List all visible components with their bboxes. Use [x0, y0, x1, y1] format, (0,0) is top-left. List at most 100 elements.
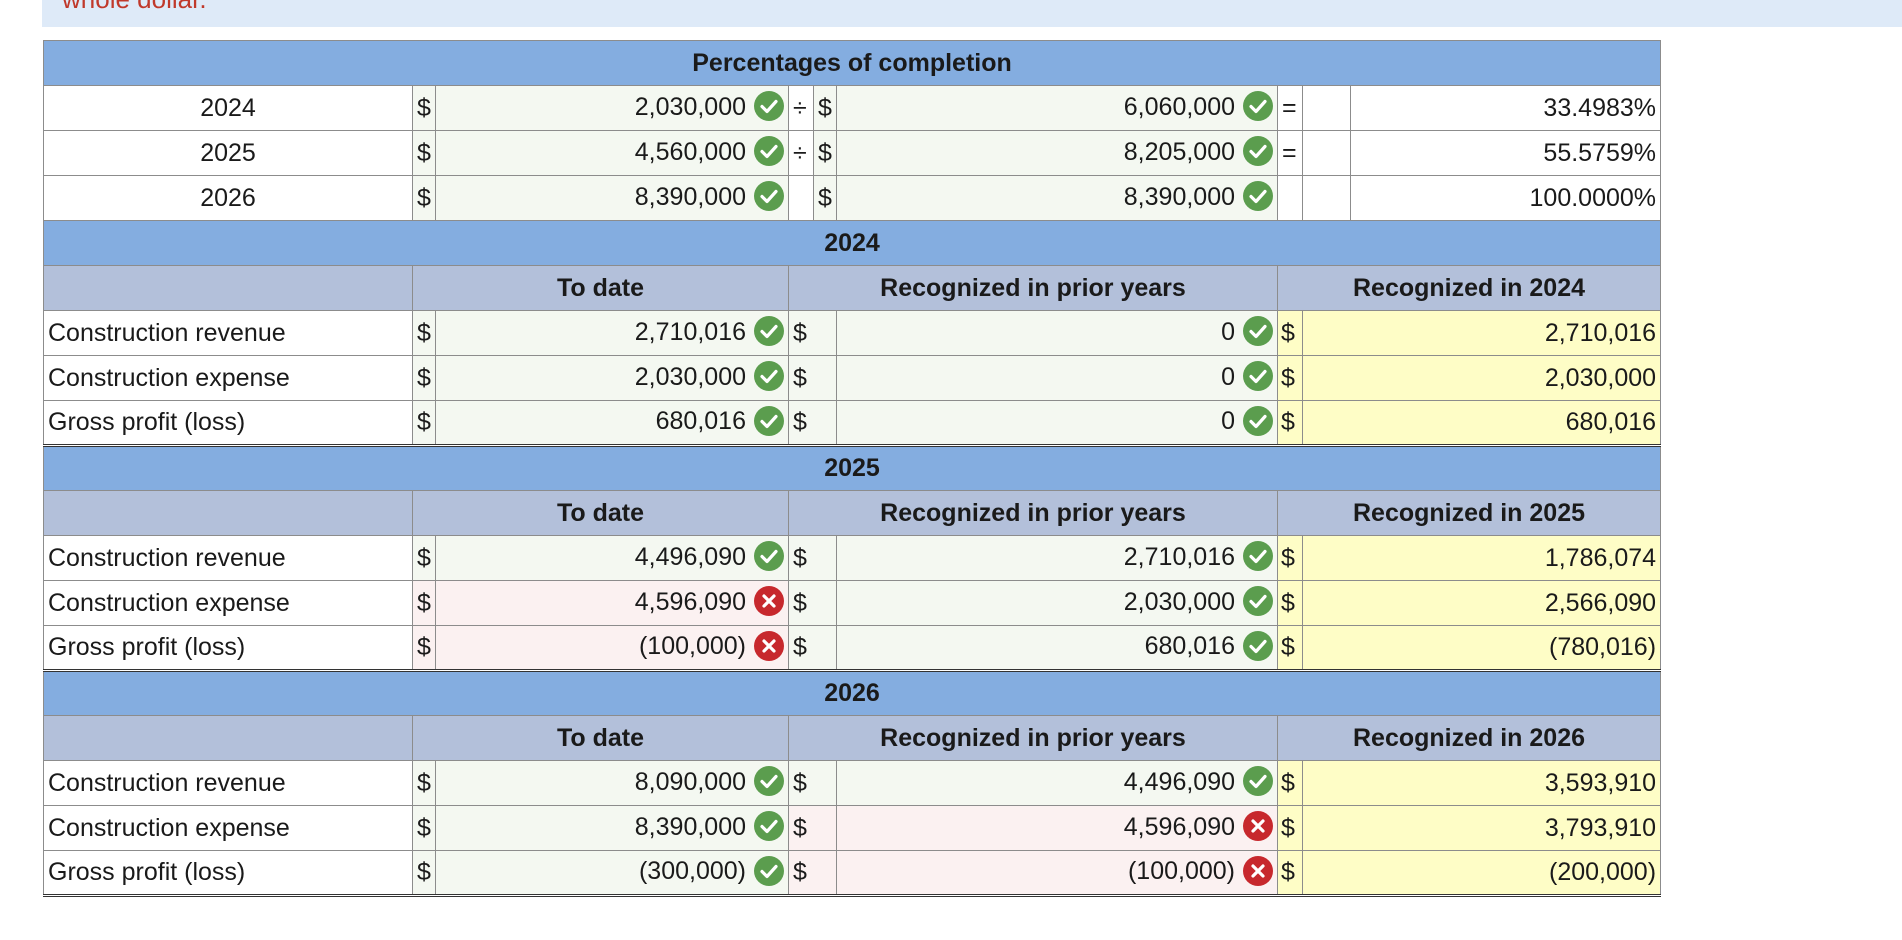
prior-years-input[interactable]: 0 — [836, 400, 1278, 447]
prior-years-input[interactable]: 4,496,090 — [836, 760, 1278, 806]
currency-symbol: $ — [1277, 310, 1303, 356]
currency-symbol: $ — [813, 175, 837, 221]
prior-years-value: 680,016 — [1144, 632, 1235, 661]
prior-years-value: 2,710,016 — [1123, 542, 1235, 571]
to-date-input[interactable]: 680,016 — [435, 400, 789, 447]
year-label: 2024 — [43, 85, 413, 131]
prior-years-header: Recognized in prior years — [788, 265, 1278, 311]
to-date-input[interactable]: 8,090,000 — [435, 760, 789, 806]
check-icon — [754, 541, 784, 572]
to-date-input[interactable]: 4,496,090 — [435, 535, 789, 581]
check-icon — [1243, 586, 1273, 617]
line-item-label: Gross profit (loss) — [43, 850, 413, 897]
prior-years-input[interactable]: 680,016 — [836, 625, 1278, 672]
to-date-input[interactable]: 2,710,016 — [435, 310, 789, 356]
check-icon — [1243, 405, 1273, 436]
percentage-row: 2024 $2,030,000 ÷ $6,060,000 = 33.4983% — [43, 85, 1662, 131]
currency-symbol: $ — [412, 580, 436, 626]
prior-years-input[interactable]: 4,596,090 — [836, 805, 1278, 851]
check-icon — [1243, 316, 1273, 347]
currency-symbol: $ — [412, 805, 436, 851]
to-date-value: (300,000) — [638, 857, 746, 886]
to-date-value: (100,000) — [638, 632, 746, 661]
currency-symbol: $ — [1277, 580, 1303, 626]
to-date-input[interactable]: 8,390,000 — [435, 805, 789, 851]
check-icon — [754, 811, 784, 842]
currency-symbol: $ — [412, 850, 436, 897]
line-item-label: Construction revenue — [43, 535, 413, 581]
check-icon — [1243, 361, 1273, 392]
blank-header — [43, 265, 413, 311]
to-date-value: 8,090,000 — [634, 767, 746, 796]
currency-symbol: $ — [788, 355, 837, 401]
check-icon — [1243, 766, 1273, 797]
cross-icon — [754, 586, 784, 617]
total-cost-input[interactable]: 6,060,000 — [836, 85, 1278, 131]
divide-operator — [788, 175, 814, 221]
check-icon — [1243, 630, 1273, 661]
prior-years-header: Recognized in prior years — [788, 715, 1278, 761]
currency-symbol: $ — [412, 535, 436, 581]
cost-to-date-input[interactable]: 4,560,000 — [435, 130, 789, 176]
currency-symbol: $ — [788, 805, 837, 851]
current-year-value: (200,000) — [1301, 850, 1662, 897]
total-cost-input[interactable]: 8,390,000 — [836, 175, 1278, 221]
line-item-row: Gross profit (loss) $ (300,000) $ (100,000) $… — [43, 850, 1662, 897]
prior-years-value: 4,496,090 — [1123, 767, 1235, 796]
divide-operator: ÷ — [788, 130, 814, 176]
cross-icon — [1243, 811, 1273, 842]
currency-symbol: $ — [813, 85, 837, 131]
spacer-cell — [1302, 130, 1351, 176]
currency-symbol: $ — [788, 310, 837, 356]
cost-to-date-input[interactable]: 8,390,000 — [435, 175, 789, 221]
prior-years-input[interactable]: 0 — [836, 355, 1278, 401]
currency-symbol: $ — [1277, 355, 1303, 401]
currency-symbol: $ — [1277, 760, 1303, 806]
to-date-value: 4,496,090 — [634, 542, 746, 571]
equals-operator — [1277, 175, 1303, 221]
column-header-row: To date Recognized in prior years Recogniz… — [43, 265, 1662, 311]
prior-years-value: 0 — [1221, 317, 1235, 346]
to-date-input[interactable]: 2,030,000 — [435, 355, 789, 401]
check-icon — [1243, 541, 1273, 572]
check-icon — [754, 855, 784, 886]
check-icon — [754, 766, 784, 797]
current-year-value: 2,710,016 — [1301, 310, 1662, 356]
to-date-input[interactable]: 4,596,090 — [435, 580, 789, 626]
cost-to-date-input[interactable]: 2,030,000 — [435, 85, 789, 131]
percentages-title: Percentages of completion — [42, 40, 1662, 86]
current-year-value: 680,016 — [1301, 400, 1662, 447]
prior-years-input[interactable]: (100,000) — [836, 850, 1278, 897]
total-cost-value: 8,390,000 — [1123, 182, 1235, 211]
line-item-row: Construction expense $2,030,000 $0 $2,030,0… — [43, 355, 1662, 401]
currency-symbol: $ — [1277, 850, 1303, 897]
prior-years-value: 0 — [1221, 407, 1235, 436]
percent-complete-value: 33.4983% — [1349, 85, 1662, 131]
currency-symbol: $ — [1277, 400, 1303, 447]
currency-symbol: $ — [788, 850, 837, 897]
year-section-header: 2026 — [42, 670, 1662, 716]
to-date-input[interactable]: (100,000) — [435, 625, 789, 672]
prior-years-input[interactable]: 0 — [836, 310, 1278, 356]
prior-years-value: 2,030,000 — [1123, 587, 1235, 616]
prior-years-input[interactable]: 2,710,016 — [836, 535, 1278, 581]
prior-years-input[interactable]: 2,030,000 — [836, 580, 1278, 626]
check-icon — [754, 361, 784, 392]
check-icon — [754, 316, 784, 347]
current-year-value: 2,566,090 — [1301, 580, 1662, 626]
current-year-value: 1,786,074 — [1301, 535, 1662, 581]
percentage-row: 2025 $4,560,000 ÷ $8,205,000 = 55.5759% — [43, 130, 1662, 176]
to-date-input[interactable]: (300,000) — [435, 850, 789, 897]
line-item-row: Gross profit (loss) $680,016 $0 $680,016 — [43, 400, 1662, 447]
column-header-row: To date Recognized in prior years Recogniz… — [43, 715, 1662, 761]
line-item-row: Construction revenue $8,090,000 $4,496,090… — [43, 760, 1662, 806]
currency-symbol: $ — [788, 760, 837, 806]
line-item-label: Construction revenue — [43, 310, 413, 356]
prior-years-value: 0 — [1221, 362, 1235, 391]
total-cost-input[interactable]: 8,205,000 — [836, 130, 1278, 176]
currency-symbol: $ — [1277, 535, 1303, 581]
year-section-header: 2025 — [42, 445, 1662, 491]
check-icon — [754, 181, 784, 212]
currency-symbol: $ — [412, 355, 436, 401]
instruction-banner: whole dollar. — [42, 0, 1902, 27]
